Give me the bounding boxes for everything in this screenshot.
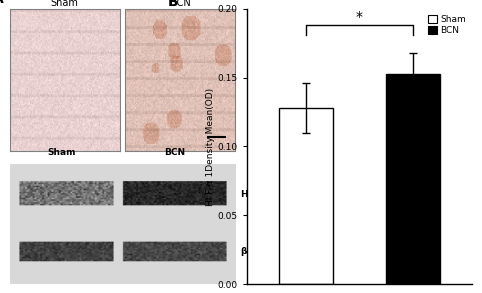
Title: BCN: BCN bbox=[170, 0, 191, 8]
Text: Sham: Sham bbox=[47, 148, 76, 157]
Bar bbox=[279, 108, 333, 284]
Text: *: * bbox=[356, 10, 363, 24]
Text: A: A bbox=[0, 0, 4, 6]
Text: HIF-α1: HIF-α1 bbox=[240, 190, 273, 199]
Bar bbox=[387, 74, 440, 284]
Title: Sham: Sham bbox=[51, 0, 79, 8]
Legend: Sham, BCN: Sham, BCN bbox=[426, 13, 468, 37]
Text: BCN: BCN bbox=[164, 148, 185, 157]
Text: β-actin: β-actin bbox=[240, 247, 276, 256]
Y-axis label: HI F-α 1Density Mean(OD): HI F-α 1Density Mean(OD) bbox=[206, 87, 214, 206]
Text: B: B bbox=[168, 0, 178, 9]
